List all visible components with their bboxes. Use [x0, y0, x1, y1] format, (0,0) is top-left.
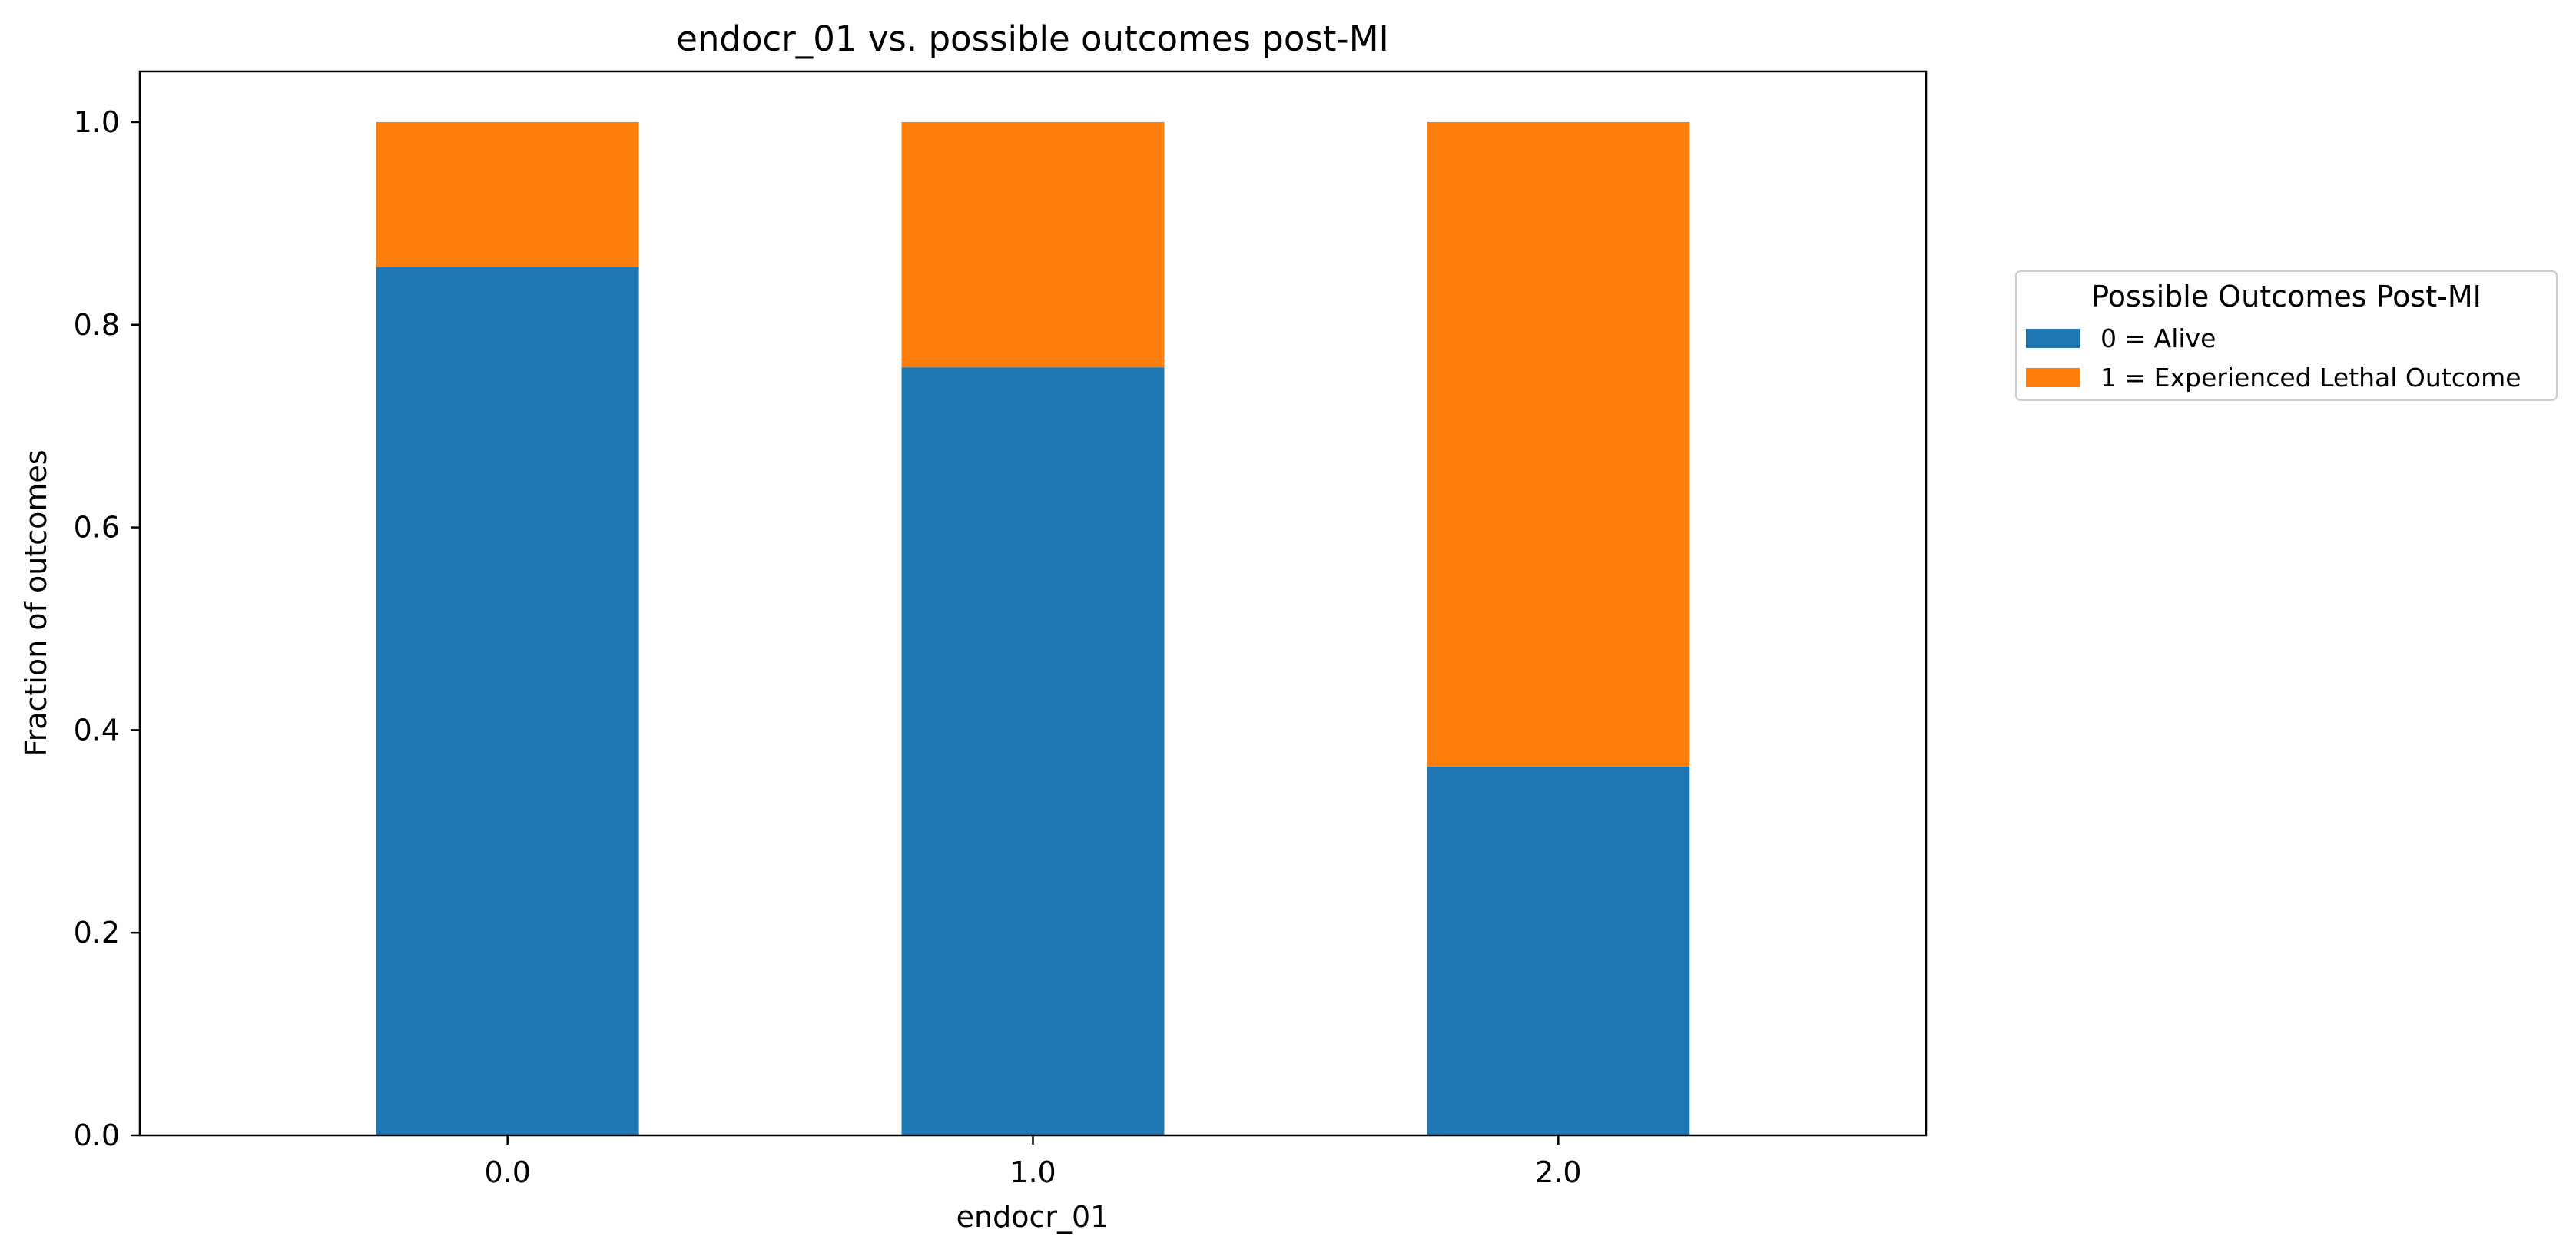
y-tick-label: 0.8 [74, 308, 120, 342]
bar-segment-2-0-series-1 [1427, 121, 1690, 767]
x-axis-label: endocr_01 [956, 1200, 1109, 1234]
y-tick-label: 1.0 [74, 105, 120, 139]
legend: Possible Outcomes Post-MI 0 = Alive 1 = … [2015, 270, 2558, 401]
bar-segment-1-0-series-0 [901, 367, 1165, 1136]
x-axis-ticks: 0.0 1.0 2.0 [484, 1135, 1582, 1189]
legend-label-alive: 0 = Alive [2100, 323, 2216, 353]
bar-segment-0-0-series-0 [376, 267, 639, 1136]
bars-layer [376, 121, 1690, 1136]
y-tick-label: 0.4 [74, 713, 120, 747]
bar-segment-0-0-series-1 [376, 121, 639, 267]
x-tick-label: 2.0 [1535, 1155, 1581, 1189]
y-axis-label: Fraction of outcomes [19, 449, 53, 756]
legend-swatch-alive [2026, 329, 2080, 348]
legend-label-lethal-outcome: 1 = Experienced Lethal Outcome [2100, 363, 2521, 393]
legend-swatch-lethal-outcome [2026, 368, 2080, 387]
bar-segment-1-0-series-1 [901, 121, 1165, 368]
legend-title: Possible Outcomes Post-MI [2091, 280, 2482, 313]
bar-segment-2-0-series-0 [1427, 766, 1690, 1135]
y-axis-ticks: 0.0 0.2 0.4 0.6 0.8 1.0 [74, 105, 140, 1152]
x-tick-label: 1.0 [1010, 1155, 1056, 1189]
y-tick-label: 0.6 [74, 511, 120, 545]
y-tick-label: 0.2 [74, 916, 120, 949]
y-tick-label: 0.0 [74, 1118, 120, 1152]
legend-frame [2015, 270, 2558, 401]
x-tick-label: 0.0 [484, 1155, 530, 1189]
chart-title: endocr_01 vs. possible outcomes post-MI [676, 18, 1389, 59]
